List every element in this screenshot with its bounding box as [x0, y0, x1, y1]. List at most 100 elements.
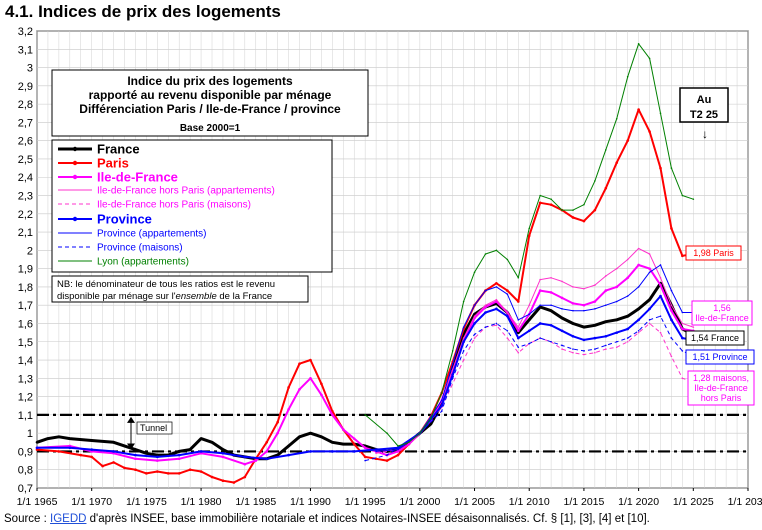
- x-tick-label: 1/1 2010: [509, 496, 550, 508]
- data-point: [90, 450, 93, 453]
- data-point: [527, 318, 531, 322]
- data-point: [615, 117, 618, 120]
- data-point: [626, 295, 629, 297]
- data-point: [484, 289, 487, 292]
- data-point: [572, 348, 574, 350]
- data-point: [615, 300, 618, 303]
- y-tick-label: 2,6: [18, 136, 33, 148]
- data-point: [593, 300, 597, 303]
- data-point: [112, 450, 115, 453]
- data-point: [123, 466, 126, 470]
- tunnel-label: Tunnel: [140, 423, 167, 433]
- data-point: [549, 203, 553, 206]
- legend-marker: [72, 146, 78, 152]
- x-tick-label: 1/1 2030: [728, 496, 762, 508]
- data-point: [68, 444, 72, 448]
- data-point: [648, 130, 651, 133]
- y-tick-label: 2,5: [18, 154, 33, 166]
- source-text: d'après INSEE, base immobilière notarial…: [86, 513, 650, 525]
- data-point: [440, 392, 443, 394]
- data-point: [583, 353, 585, 356]
- data-point: [385, 459, 389, 462]
- au-arrow: ↓: [702, 127, 708, 141]
- y-tick-label: 0,8: [18, 465, 33, 477]
- data-point: [572, 309, 574, 312]
- data-point: [670, 289, 673, 292]
- y-tick-label: 2,9: [18, 81, 33, 93]
- data-point: [156, 453, 159, 457]
- au-label-line: T2 25: [690, 109, 718, 121]
- data-point: [626, 314, 629, 318]
- data-point: [506, 311, 509, 314]
- source-prefix: Source :: [4, 513, 51, 525]
- data-point: [407, 442, 411, 446]
- data-point: [112, 451, 115, 455]
- x-tick-label: 1/1 2020: [618, 496, 659, 508]
- data-point: [352, 437, 356, 440]
- data-point: [528, 227, 531, 230]
- data-point: [538, 201, 542, 205]
- data-point: [692, 326, 695, 328]
- data-point: [583, 287, 585, 290]
- y-tick-label: 2,8: [18, 99, 33, 111]
- data-point: [331, 413, 334, 417]
- data-point: [572, 209, 574, 211]
- data-point: [681, 311, 684, 314]
- chart: Tunnel 0,7 0,8 0,9 1 1,1 1,2 1,3 1,4 1,5 1,6 1,7 1,8…: [17, 26, 762, 508]
- data-point: [462, 337, 465, 339]
- data-point: [538, 322, 542, 325]
- data-point: [254, 459, 258, 462]
- france-annotation-label: 1,54 France: [691, 333, 739, 343]
- y-tick-label: 0,9: [18, 446, 33, 458]
- legend-label: Ile-de-France: [97, 170, 178, 185]
- data-point: [571, 322, 575, 325]
- data-point: [495, 286, 498, 288]
- data-point: [331, 441, 334, 444]
- data-point: [594, 348, 596, 350]
- series-line: [37, 295, 694, 460]
- data-point: [156, 455, 159, 459]
- data-point: [583, 309, 585, 312]
- data-point: [134, 457, 137, 461]
- data-point: [681, 327, 684, 331]
- data-point: [473, 322, 476, 325]
- data-point: [560, 329, 564, 333]
- data-point: [605, 348, 607, 350]
- data-point: [495, 298, 498, 301]
- data-point: [550, 276, 552, 279]
- data-point: [276, 453, 279, 457]
- data-point: [364, 414, 366, 416]
- series-6: [375, 264, 695, 453]
- chart-title-line: rapporté au revenu disponible par ménage: [89, 88, 332, 102]
- data-point: [637, 307, 640, 311]
- data-point: [495, 307, 498, 311]
- data-point: [594, 351, 596, 354]
- data-point: [79, 453, 83, 457]
- data-point: [221, 448, 225, 451]
- data-point: [451, 362, 454, 365]
- data-point: [604, 334, 608, 338]
- data-point: [199, 451, 203, 455]
- data-point: [112, 441, 115, 444]
- data-point: [571, 334, 575, 338]
- data-point: [560, 296, 564, 300]
- data-point: [615, 318, 619, 322]
- data-point: [516, 336, 520, 340]
- note-line-2: disponible par ménage sur l'ensemble de …: [57, 291, 272, 302]
- source-link[interactable]: IGEDD: [50, 513, 87, 525]
- data-point: [516, 329, 520, 333]
- data-point: [309, 358, 312, 362]
- data-point: [484, 253, 487, 255]
- legend-label: Ile-de-France hors Paris (appartements): [97, 186, 275, 197]
- data-point: [440, 399, 443, 402]
- data-point: [210, 475, 214, 479]
- data-point: [604, 289, 608, 292]
- data-point: [473, 315, 476, 317]
- data-point: [506, 337, 509, 339]
- data-point: [386, 432, 388, 434]
- data-point: [309, 431, 312, 435]
- data-point: [352, 442, 356, 446]
- data-point: [68, 446, 72, 450]
- x-tick-label: 1/1 1970: [71, 496, 112, 508]
- data-point: [156, 470, 159, 473]
